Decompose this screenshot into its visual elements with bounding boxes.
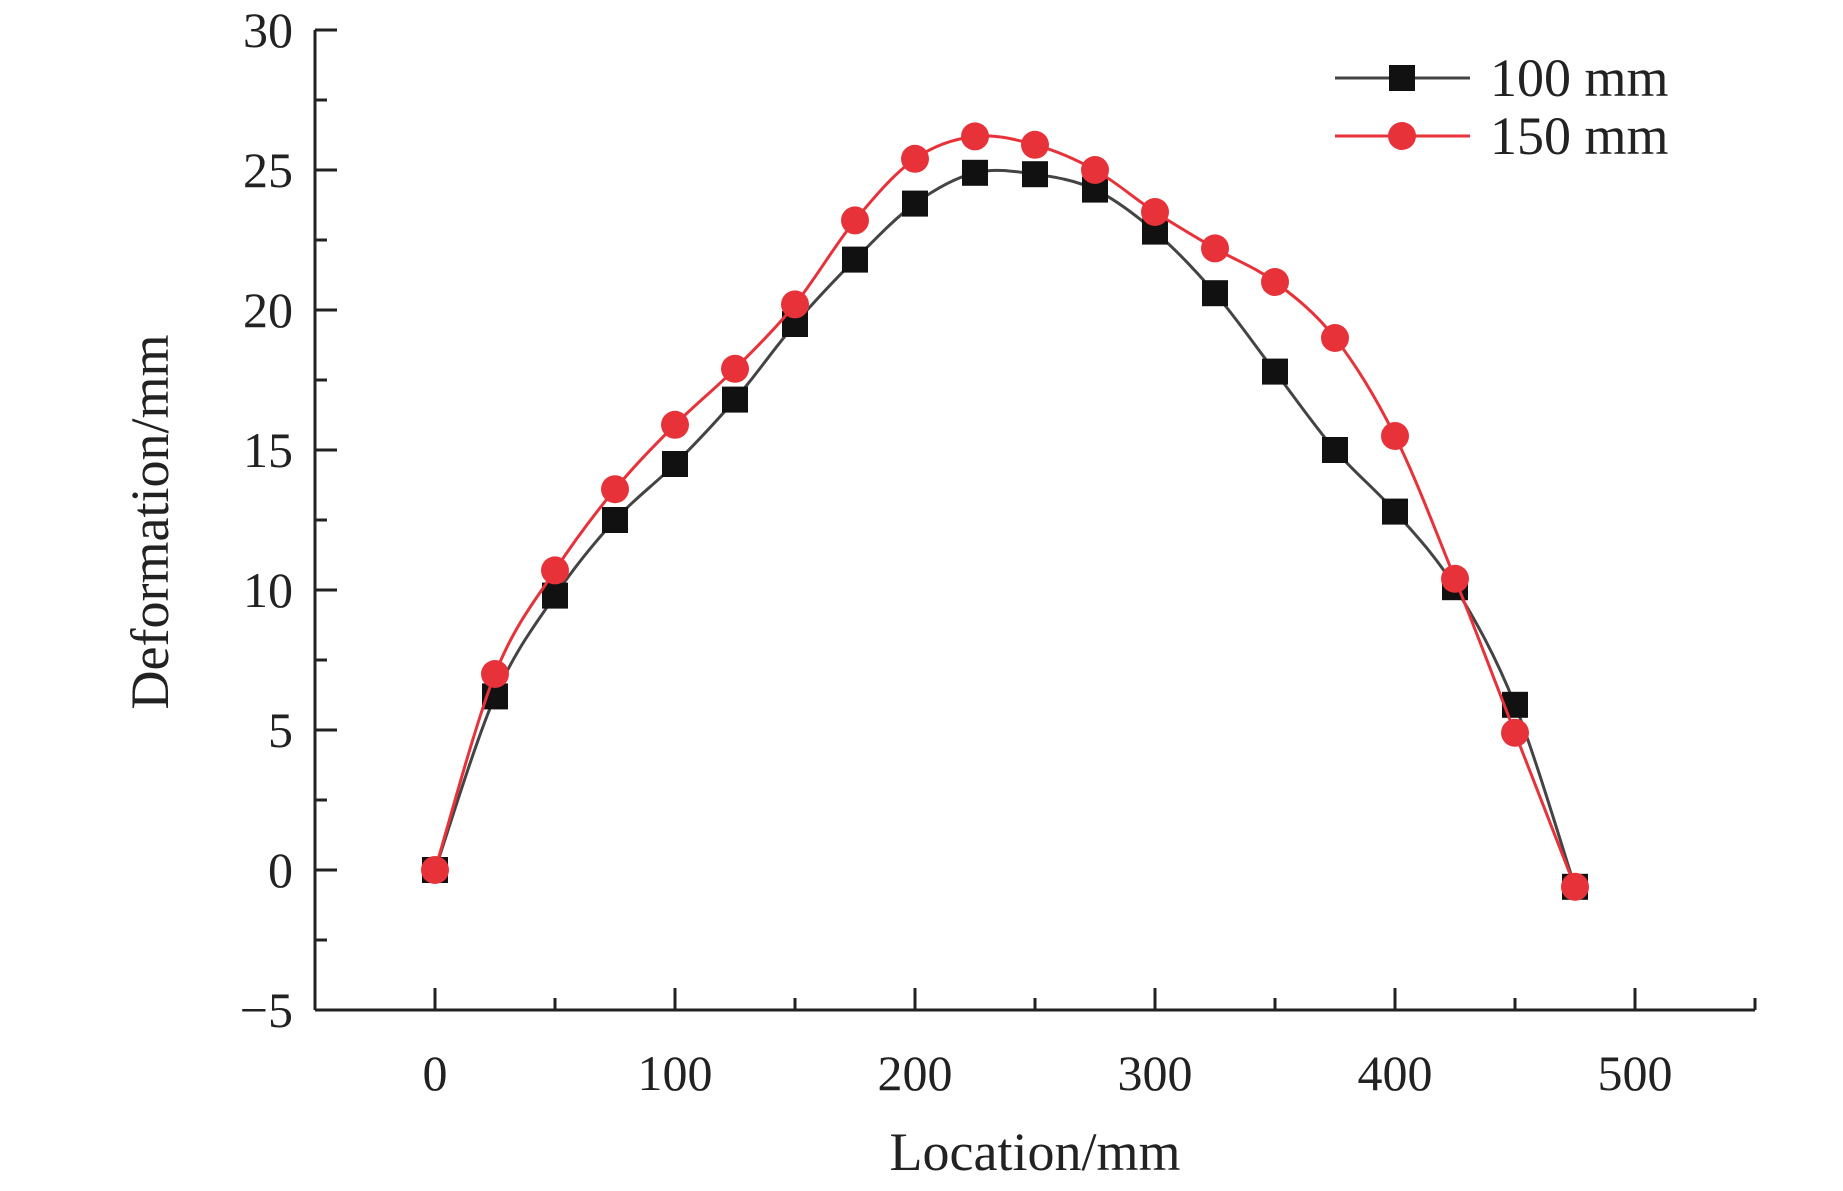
data-point bbox=[962, 159, 988, 186]
data-point bbox=[1262, 358, 1288, 385]
data-point bbox=[421, 856, 449, 884]
data-point bbox=[902, 190, 928, 217]
y-tick-label: 15 bbox=[243, 422, 293, 478]
x-tick-label: 200 bbox=[878, 1045, 953, 1101]
data-point bbox=[721, 354, 749, 383]
series-0 bbox=[422, 159, 1588, 900]
data-point bbox=[661, 410, 689, 439]
x-tick-label: 300 bbox=[1118, 1045, 1193, 1101]
x-tick-label: 400 bbox=[1358, 1045, 1433, 1101]
y-tick-label: −5 bbox=[240, 982, 293, 1038]
data-point bbox=[662, 451, 688, 477]
y-axis-title: Deformation/mm bbox=[120, 335, 180, 710]
series-layer bbox=[421, 122, 1589, 901]
data-point bbox=[481, 660, 509, 688]
data-point bbox=[1022, 161, 1048, 188]
data-point bbox=[1322, 437, 1348, 463]
legend-marker bbox=[1389, 65, 1415, 91]
x-tick-label: 0 bbox=[423, 1045, 448, 1101]
data-point bbox=[1201, 234, 1229, 263]
data-point bbox=[1202, 280, 1228, 307]
y-tick-label: 20 bbox=[243, 282, 293, 338]
series-line bbox=[433, 134, 1577, 888]
data-point bbox=[542, 582, 568, 609]
legend-marker bbox=[1388, 122, 1416, 150]
data-point bbox=[722, 386, 748, 413]
data-point bbox=[1382, 498, 1408, 525]
legend-label: 150 mm bbox=[1490, 106, 1669, 166]
data-point bbox=[901, 144, 929, 173]
series-1 bbox=[421, 122, 1589, 901]
data-point bbox=[1081, 156, 1109, 184]
y-tick-label: 25 bbox=[243, 142, 293, 198]
x-tick-label: 100 bbox=[638, 1045, 713, 1101]
data-point bbox=[1021, 130, 1049, 159]
y-tick-label: 30 bbox=[243, 2, 293, 58]
y-tick-label: 0 bbox=[268, 842, 293, 898]
data-point bbox=[541, 556, 569, 585]
x-axis-title: Location/mm bbox=[890, 1122, 1181, 1182]
data-point bbox=[1561, 872, 1589, 901]
data-point bbox=[1261, 268, 1289, 296]
data-point bbox=[1381, 422, 1409, 450]
data-point bbox=[781, 290, 809, 319]
y-tick-label: 10 bbox=[243, 562, 293, 618]
data-point bbox=[1502, 691, 1528, 718]
data-point bbox=[1141, 198, 1169, 226]
legend-label: 100 mm bbox=[1490, 48, 1669, 108]
x-tick-label: 500 bbox=[1598, 1045, 1673, 1101]
data-point bbox=[602, 507, 628, 533]
data-point bbox=[1441, 564, 1469, 593]
y-tick-label: 5 bbox=[268, 702, 293, 758]
data-point bbox=[1321, 324, 1349, 352]
data-point bbox=[841, 206, 869, 235]
data-point bbox=[961, 122, 989, 151]
data-point bbox=[601, 475, 629, 504]
data-point bbox=[842, 246, 868, 273]
data-point bbox=[1501, 718, 1529, 747]
